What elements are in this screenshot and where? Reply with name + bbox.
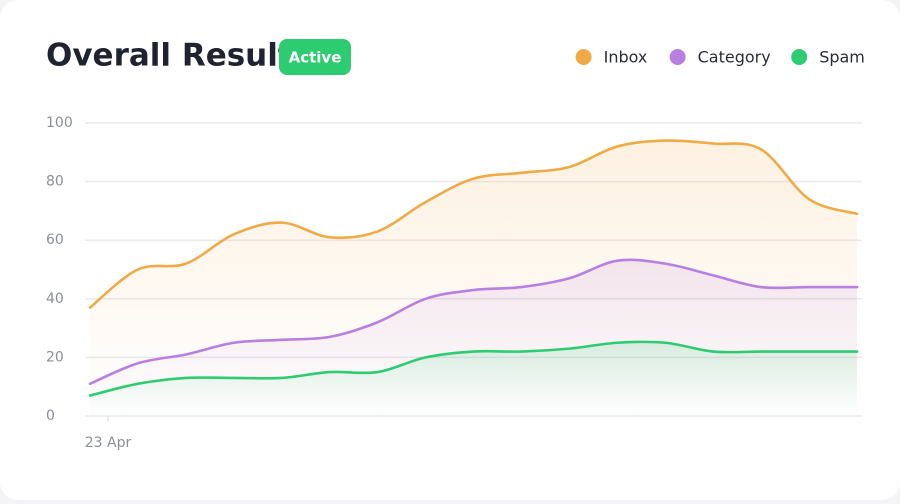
legend-dot: [791, 49, 808, 65]
legend-label: Category: [698, 48, 771, 67]
chart-title: Overall Result: [46, 38, 293, 74]
x-tick-label: 23 Apr: [85, 435, 132, 451]
line: [88, 139, 859, 309]
y-tick-label: 80: [46, 174, 64, 190]
legend-label: Spam: [819, 48, 865, 67]
legend-dot: [575, 49, 592, 65]
area: [90, 341, 857, 416]
badge: [279, 39, 351, 75]
y-tick-label: 0: [46, 408, 55, 424]
legend-dot: [669, 49, 686, 65]
y-tick-label: 100: [46, 115, 73, 131]
legend-label: Inbox: [604, 48, 648, 67]
y-tick-label: 20: [46, 349, 64, 365]
line: [88, 258, 859, 386]
line: [88, 340, 859, 397]
y-tick-label: 40: [46, 291, 64, 307]
y-tick-label: 60: [46, 232, 64, 248]
badge-label: Active: [289, 49, 342, 67]
